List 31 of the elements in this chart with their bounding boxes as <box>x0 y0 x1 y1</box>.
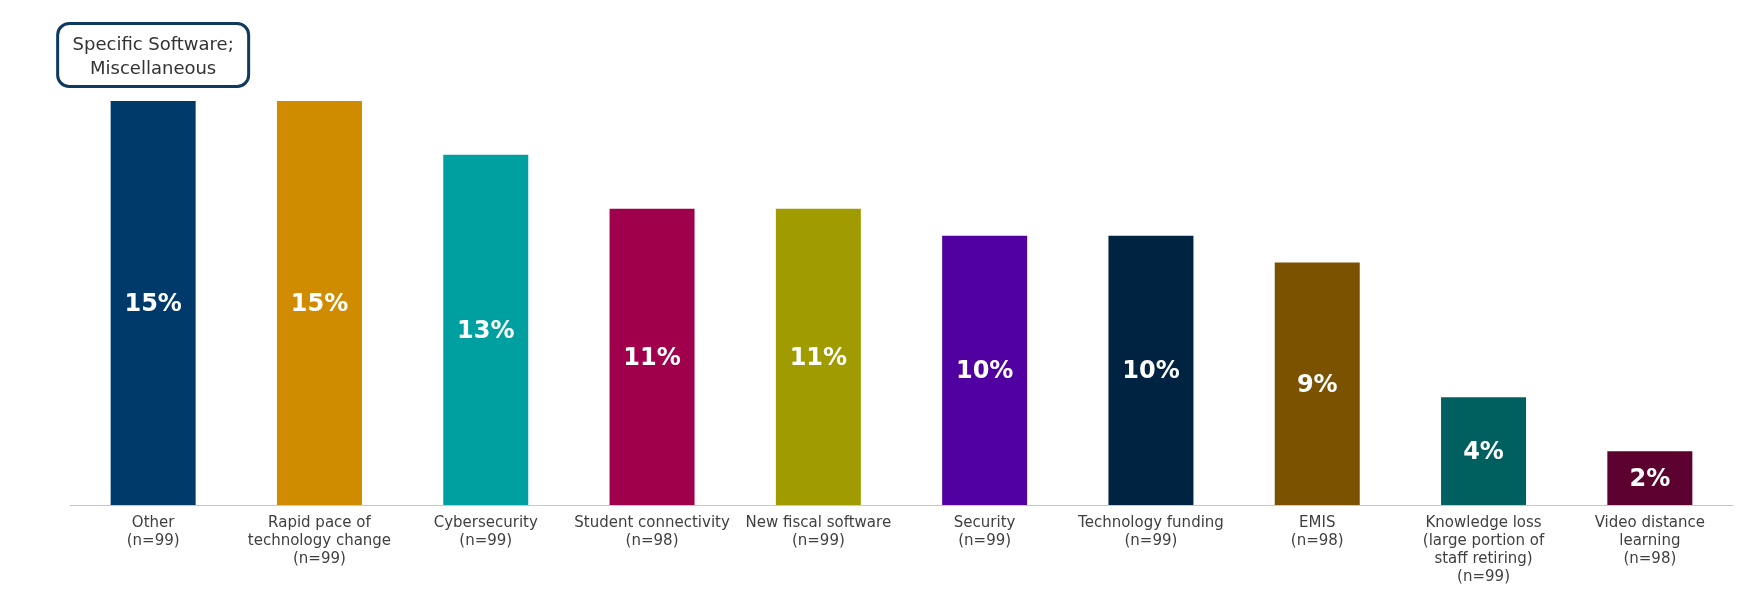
data-label: 15% <box>290 289 349 317</box>
data-label: 4% <box>1463 437 1504 466</box>
data-label: 2% <box>1629 464 1671 493</box>
x-tick-label: Video distance learning (n=98) <box>1594 513 1706 567</box>
x-tick-label: Student connectivity (n=98) <box>574 513 730 549</box>
x-tick-label: EMIS (n=98) <box>1290 513 1344 549</box>
bar <box>443 154 529 505</box>
bar <box>1108 235 1194 505</box>
x-tick-label: Rapid pace of technology change (n=99) <box>247 513 392 567</box>
bar <box>1607 451 1693 505</box>
x-tick-label: Other (n=99) <box>126 513 180 549</box>
x-tick-label: Knowledge loss (large portion of staff retiring) (n=99) <box>1422 513 1545 585</box>
data-label: 13% <box>457 315 515 344</box>
data-label: 11% <box>623 342 681 371</box>
bar <box>942 235 1028 505</box>
data-label: 11% <box>789 342 848 371</box>
annotation: Specific Software; Miscellaneous <box>72 32 234 78</box>
bar <box>1274 262 1360 505</box>
bar <box>110 101 196 505</box>
bar <box>1441 397 1527 505</box>
data-label: 9% <box>1296 369 1338 398</box>
x-tick-label: Technology funding (n=99) <box>1077 513 1224 549</box>
x-tick-label: Cybersecurity (n=99) <box>433 513 538 549</box>
x-tick-label: Security (n=99) <box>953 513 1016 549</box>
bar <box>609 208 695 505</box>
bar <box>276 101 362 505</box>
x-tick-label: New fiscal software (n=99) <box>745 513 892 549</box>
data-label: 10% <box>955 356 1014 385</box>
bar <box>775 208 861 505</box>
data-label: 10% <box>1122 356 1180 385</box>
data-label: 15% <box>124 289 182 317</box>
